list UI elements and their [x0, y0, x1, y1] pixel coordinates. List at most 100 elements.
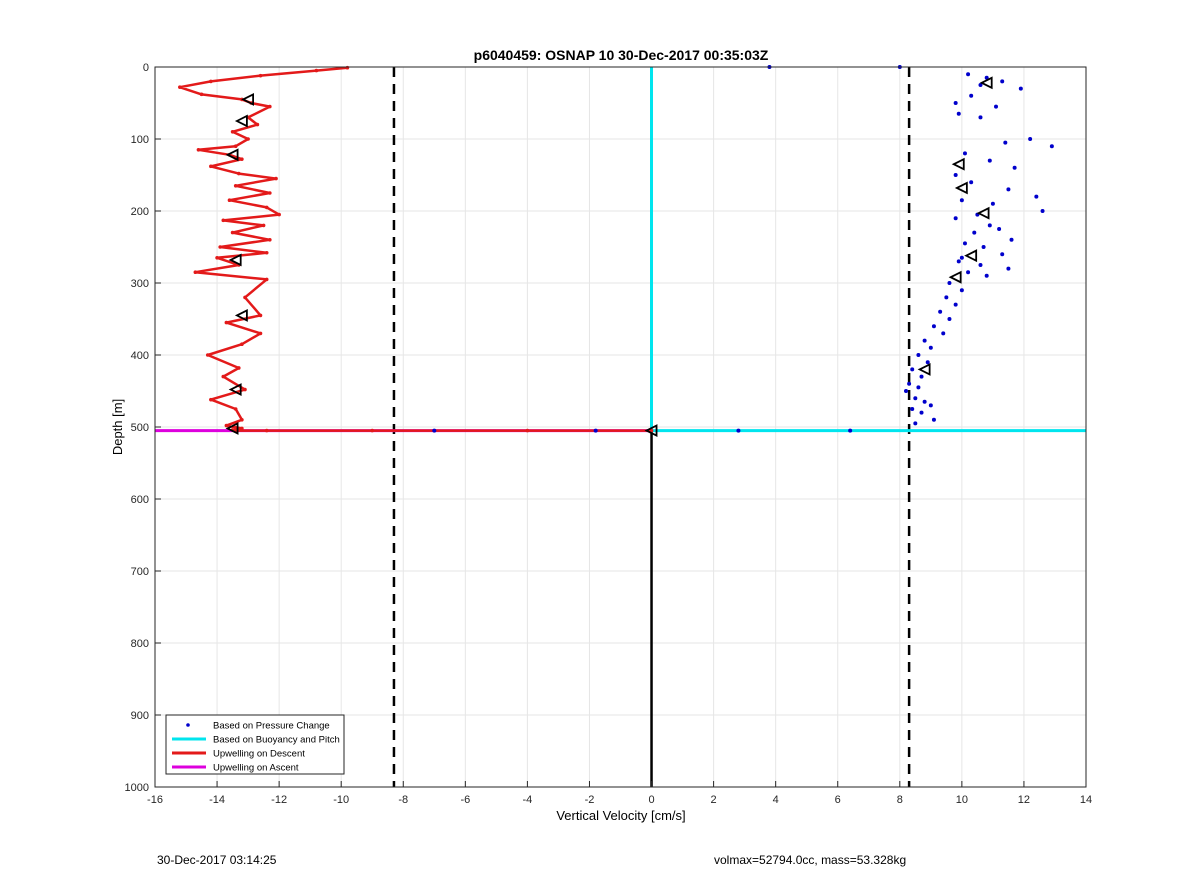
pressure-change-point [1018, 86, 1023, 91]
pressure-change-point [916, 385, 921, 390]
y-tick-label: 1000 [125, 782, 149, 794]
x-tick-label: 4 [773, 794, 779, 806]
triangle-marker [948, 270, 962, 284]
pressure-change-point [953, 173, 958, 177]
descent-point [370, 428, 375, 433]
x-tick-label: 2 [711, 794, 717, 806]
triangle-marker [228, 253, 242, 267]
pressure-change-point [953, 302, 958, 307]
x-tick-label: -16 [147, 794, 163, 806]
triangle-marker [225, 421, 239, 435]
x-axis-label: Vertical Velocity [cm/s] [556, 808, 685, 823]
y-tick-label: 700 [131, 566, 149, 578]
footer-params: volmax=52794.0cc, mass=53.328kg [714, 853, 907, 867]
x-tick-label: -14 [209, 794, 225, 806]
x-tick-label: -2 [585, 794, 595, 806]
pressure-change-point [922, 338, 927, 343]
x-tick-label: -8 [398, 794, 408, 806]
y-tick-label: 200 [131, 206, 149, 218]
descent-point [277, 212, 281, 217]
descent-point [230, 230, 235, 235]
descent-point [209, 164, 213, 169]
descent-point [233, 184, 238, 188]
triangle-marker [951, 157, 965, 171]
descent-point [196, 148, 201, 152]
tick-labels: -16 -14 -12 -10 -8 -6 -4 -2 0 2 4 6 8 10 12 14 0 100 200 30… [125, 62, 1093, 806]
pressure-change-point [907, 381, 912, 386]
descent-point [345, 65, 350, 70]
legend-swatch-dot [186, 723, 190, 727]
descent-point [215, 255, 219, 260]
pressure-change-point [956, 111, 961, 116]
descent-point [243, 387, 247, 392]
descent-point [246, 137, 250, 141]
triangle-marker [234, 308, 248, 322]
x-tick-label: 8 [897, 794, 903, 806]
descent-point [525, 428, 530, 433]
pressure-change-point [919, 410, 924, 415]
triangle-marker [644, 424, 658, 438]
pressure-change-point [928, 345, 933, 350]
pressure-change-point [931, 417, 936, 422]
pressure-change-point [913, 421, 918, 426]
pressure-change-point [1028, 137, 1033, 141]
descent-point [209, 397, 213, 402]
pressure-change-point [848, 428, 853, 433]
pressure-change-point [969, 180, 974, 185]
descent-point [227, 198, 232, 202]
pressure-change-point [969, 93, 974, 98]
descent-point [649, 428, 654, 433]
descent-point [268, 191, 272, 195]
pressure-change-point [984, 75, 989, 80]
pressure-change-point [990, 201, 995, 206]
triangle-marker [976, 206, 990, 220]
triangle-marker [228, 383, 242, 397]
descent-point [199, 92, 204, 97]
descent-point [264, 277, 269, 282]
pressure-change-point [910, 367, 915, 372]
pressure-change-point [1000, 252, 1005, 257]
descent-point [240, 418, 244, 422]
pressure-change-point [922, 399, 927, 404]
pressure-change-point [931, 324, 936, 329]
descent-point [243, 295, 247, 300]
pressure-change-point [593, 428, 598, 433]
y-tick-label: 500 [131, 422, 149, 434]
descent-point [264, 428, 269, 433]
triangle-marker [979, 76, 993, 90]
pressure-change-point [1003, 140, 1008, 145]
pressure-change-point [962, 151, 967, 156]
y-tick-label: 0 [143, 62, 149, 74]
triangle-marker [954, 181, 968, 195]
pressure-change-point [959, 255, 964, 260]
pressure-change-point [947, 281, 952, 285]
pressure-change-point [994, 104, 999, 109]
legend-label: Based on Buoyancy and Pitch [213, 735, 340, 746]
pressure-change-point [978, 83, 983, 87]
pressure-change-point [966, 72, 971, 77]
legend-label: Upwelling on Ascent [213, 763, 299, 774]
triangle-marker [964, 249, 978, 263]
pressure-change-point [959, 198, 964, 203]
pressure-change-point [987, 223, 992, 228]
y-tick-label: 900 [131, 710, 149, 722]
descent-point [230, 130, 235, 134]
pressure-change-point [972, 230, 977, 235]
footer-timestamp: 30-Dec-2017 03:14:25 [157, 853, 277, 867]
pressure-change-point [916, 353, 921, 357]
pressure-change-point [736, 428, 741, 433]
pressure-change-point [1012, 165, 1017, 170]
descent-point [240, 157, 244, 161]
pressure-change-point [984, 273, 989, 278]
pressure-change-point [953, 216, 958, 221]
descent-point [261, 223, 266, 228]
pressure-change-point [987, 158, 992, 163]
descent-point [274, 176, 278, 181]
descent-point [224, 423, 229, 428]
pressure-change-point [913, 396, 918, 401]
x-tick-label: -6 [460, 794, 470, 806]
triangle-marker [225, 148, 239, 162]
pressure-change-point [925, 360, 930, 365]
pressure-change-point [919, 374, 924, 379]
